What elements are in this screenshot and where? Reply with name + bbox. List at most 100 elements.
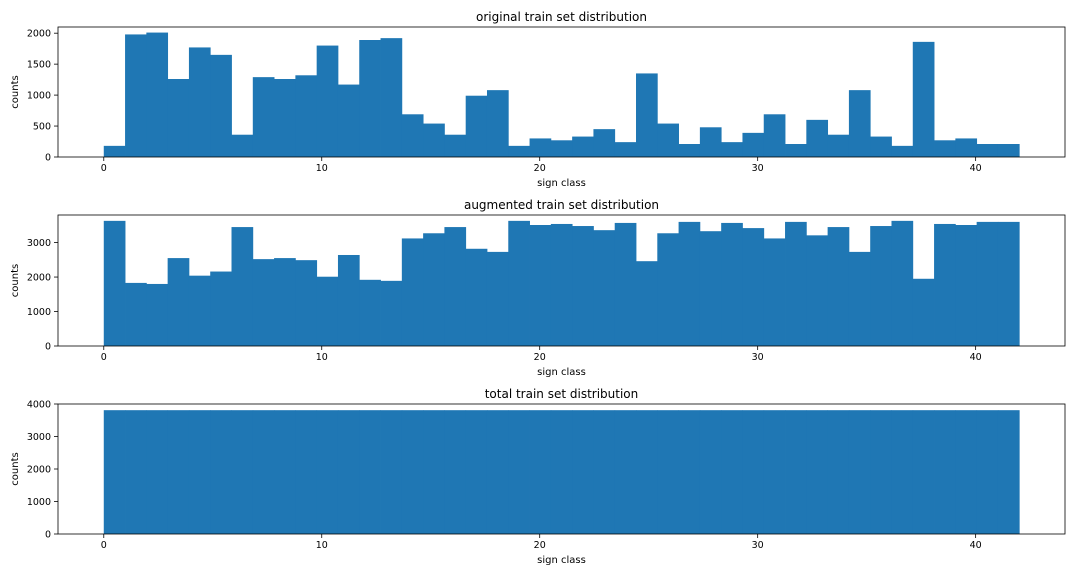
x-tick-label: 0 [101,352,107,363]
y-tick-label: 0 [45,153,51,164]
histogram-bar [380,280,403,346]
histogram-bar [657,410,679,534]
histogram-bar [486,90,509,157]
histogram-bar [295,75,318,157]
histogram-bar [742,410,765,534]
histogram-bar [678,410,701,534]
x-tick-label: 0 [101,163,107,174]
histogram-bar [785,144,807,157]
histogram-bar [252,77,275,157]
histogram-bar [167,258,190,346]
y-tick-label: 1000 [27,91,51,102]
histogram-bar [678,144,701,157]
histogram-bar [955,138,978,157]
histogram-bar [891,410,914,534]
histogram-bar [167,79,190,157]
histogram-bar [146,410,169,534]
y-tick-label: 4000 [27,400,51,411]
histogram-bar [337,84,360,157]
histogram-bar [891,145,914,157]
histogram-bar [785,410,807,534]
x-tick-label: 20 [534,540,546,551]
histogram-bar [827,134,850,157]
histogram-bar [806,235,829,346]
histogram-bar [529,410,552,534]
histogram-bar [337,410,360,534]
histogram-bar [423,410,445,534]
histogram-bar [848,251,871,346]
histogram-bar [359,40,381,157]
y-tick-label: 0 [45,342,51,353]
histogram-bar [529,225,552,346]
histogram-bar [125,282,147,346]
histogram-bar [593,129,616,157]
y-tick-label: 500 [33,122,51,133]
histogram-bar [721,410,743,534]
histogram-bar [848,90,871,157]
histogram-bar [529,138,552,157]
histogram-bar [210,410,232,534]
histogram-bar [934,140,956,157]
x-tick-label: 0 [101,540,107,551]
histogram-bar [699,231,722,346]
histogram-bar [763,114,786,157]
histogram-bar [827,410,850,534]
y-tick-label: 0 [45,530,51,541]
x-tick-label: 30 [752,352,764,363]
histogram-bar [912,41,935,157]
histogram-bar [997,221,1020,346]
histogram-bar [742,228,765,346]
histogram-bar [103,410,126,534]
histogram-bar [912,410,935,534]
histogram-bar [955,225,978,346]
histogram-bar [316,45,339,157]
histogram-bar [252,259,275,346]
histogram-bar [188,47,211,157]
histogram-bar [401,410,424,534]
histogram-bar [721,142,743,157]
histogram-bar [870,136,892,157]
chart-title: total train set distribution [485,387,639,401]
histogram-bar [103,145,126,157]
histogram-bar [678,221,701,346]
histogram-bar [188,410,211,534]
chart-panel-1: 0 10 20 30 40 0 500 1000 1500 2000 original train … [10,10,1066,189]
histogram-bar [125,34,147,157]
y-tick-label: 1500 [27,60,51,71]
histogram-bar [210,271,232,346]
axes-frame [57,214,1066,347]
histogram-bar [614,142,637,157]
histogram-bar [486,251,509,346]
y-axis-label: counts [10,75,21,108]
histogram-bar [721,222,743,346]
y-axis-label: counts [10,264,21,297]
x-tick-label: 10 [316,540,328,551]
histogram-bar [316,276,339,346]
histogram-bar [572,136,594,157]
histogram-bar [636,73,658,157]
x-tick-label: 20 [534,352,546,363]
histogram-bar [572,226,594,346]
histogram-bar [188,275,211,346]
histogram-bar [976,221,999,346]
histogram-bar [380,410,403,534]
histogram-bar [997,144,1020,157]
histogram-bar [550,223,573,346]
histogram-bar [231,227,254,346]
histogram-bar [870,226,892,346]
histogram-bar [614,410,637,534]
histogram-bar [465,95,488,157]
histogram-bar [401,114,424,157]
histogram-bar [550,410,573,534]
histogram-bar [210,54,232,157]
histogram-bar [444,410,467,534]
histogram-bar [934,410,956,534]
histogram-bar [465,410,488,534]
y-tick-label: 3000 [27,432,51,443]
x-tick-label: 40 [970,540,982,551]
y-tick-label: 2000 [27,29,51,40]
histogram-bar [912,278,935,346]
histogram-bar [742,132,765,157]
histogram-bar [572,410,594,534]
